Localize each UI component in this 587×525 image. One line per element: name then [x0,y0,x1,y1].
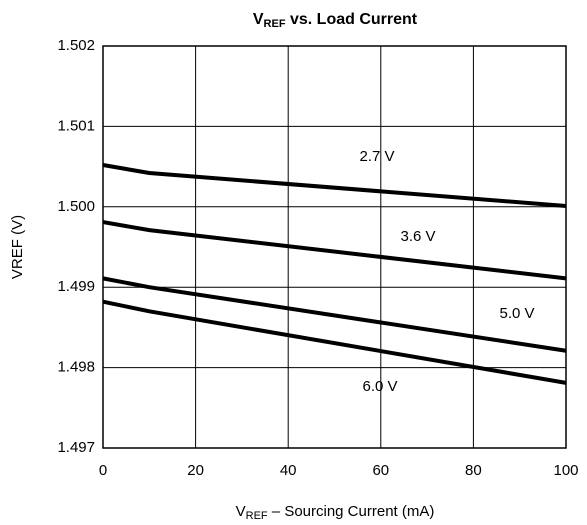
chart-title: VREF vs. Load Current [253,11,418,30]
series-line [102,299,567,385]
x-axis-label: VREF – Sourcing Current (mA) [236,503,435,522]
series-label: 5.0 V [499,305,534,322]
y-tick-label: 1.502 [57,37,95,54]
x-tick-label: 100 [553,462,578,479]
y-axis-label: VREF (V) [9,215,26,279]
x-tick-label: 0 [99,462,107,479]
plot-border [102,45,567,449]
series-label: 3.6 V [400,228,435,245]
y-tick-label: 1.497 [57,439,95,456]
series-line [102,276,567,353]
y-tick-label: 1.501 [57,117,95,134]
y-tick-label: 1.500 [57,198,95,215]
series-label: 2.7 V [359,148,394,165]
y-tick-label: 1.499 [57,278,95,295]
x-tick-label: 80 [465,462,482,479]
x-tick-label: 60 [372,462,389,479]
series-line [102,163,567,208]
x-tick-label: 20 [187,462,204,479]
series-label: 6.0 V [362,378,397,395]
series-line [102,220,567,281]
x-tick-label: 40 [280,462,297,479]
y-tick-label: 1.498 [57,359,95,376]
